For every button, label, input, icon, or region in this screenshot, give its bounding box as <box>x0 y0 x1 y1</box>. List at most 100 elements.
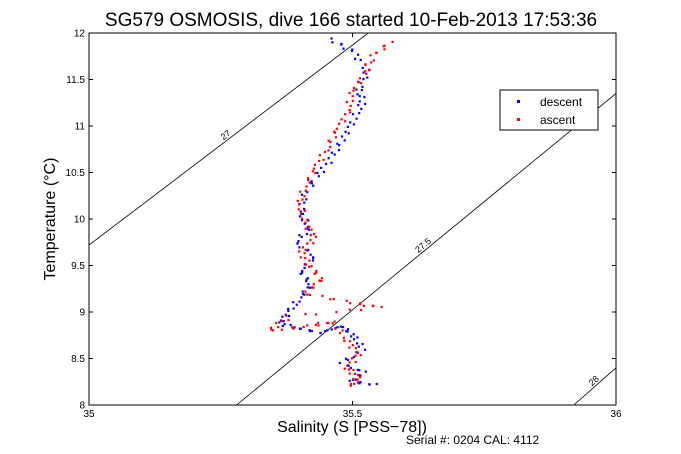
ascent-point <box>359 82 363 85</box>
descent-point <box>308 286 312 289</box>
ascent-point <box>314 172 317 175</box>
ascent-point <box>353 372 357 375</box>
descent-point <box>298 300 301 303</box>
ascent-point <box>309 238 312 242</box>
descent-point <box>289 323 292 327</box>
descent-point <box>287 314 291 318</box>
ascent-point <box>313 272 316 275</box>
ascent-point <box>365 72 368 76</box>
descent-point <box>341 326 345 329</box>
ascent-point <box>356 381 360 384</box>
descent-point <box>282 320 285 323</box>
descent-point <box>319 332 322 335</box>
descent-point <box>337 148 341 152</box>
descent-point <box>361 85 364 88</box>
ascent-point <box>346 364 349 367</box>
descent-point <box>375 382 378 386</box>
descent-point <box>356 53 360 56</box>
descent-point <box>355 342 359 345</box>
ascent-point <box>325 321 329 325</box>
ascent-point <box>351 95 354 98</box>
ascent-point <box>349 384 352 387</box>
descent-point <box>330 161 333 164</box>
descent-point <box>287 307 290 310</box>
ascent-point <box>311 170 314 173</box>
y-tick-label: 10.5 <box>66 168 86 179</box>
descent-point <box>312 184 315 187</box>
ascent-point <box>327 321 330 325</box>
descent-point <box>340 135 344 138</box>
descent-point <box>355 117 358 120</box>
descent-point <box>357 104 360 107</box>
ascent-point <box>367 68 371 71</box>
ascent-point <box>299 256 302 259</box>
ascent-point <box>315 269 318 273</box>
ascent-point <box>333 131 337 134</box>
descent-point <box>307 228 311 231</box>
legend-ascent-label: ascent <box>540 113 576 127</box>
ascent-point <box>315 271 318 274</box>
ascent-point <box>308 259 311 262</box>
x-tick-label: 36 <box>610 409 622 420</box>
ascent-point <box>344 113 347 116</box>
ascent-point <box>309 234 312 237</box>
ascent-point <box>350 357 354 360</box>
ascent-point <box>301 246 305 249</box>
y-tick-label: 9 <box>79 308 85 319</box>
ascent-point <box>362 304 365 307</box>
descent-point <box>358 100 361 103</box>
ascent-point <box>281 320 284 323</box>
descent-point <box>358 369 361 372</box>
descent-point <box>340 43 343 46</box>
ascent-point <box>351 344 354 347</box>
ascent-point <box>317 159 321 162</box>
ascent-point <box>349 111 352 114</box>
descent-point <box>349 121 352 124</box>
ascent-point <box>318 279 321 282</box>
x-axis-ticks: 35 35.5 36 <box>83 33 622 420</box>
ascent-point <box>335 127 338 130</box>
ascent-point <box>312 283 315 286</box>
descent-point <box>297 240 300 243</box>
descent-point <box>308 330 311 333</box>
ascent-point <box>306 324 309 327</box>
descent-point <box>309 253 312 256</box>
descent-point <box>352 123 356 126</box>
ascent-point <box>348 340 352 343</box>
ascent-point <box>307 179 310 182</box>
descent-point <box>351 113 355 116</box>
ascent-point <box>338 331 342 335</box>
serial-calibration-footer: Serial #: 0204 CAL: 4112 <box>406 433 540 447</box>
ascent-point <box>301 198 304 201</box>
descent-point <box>306 249 309 252</box>
ascent-point <box>304 256 307 260</box>
descent-point <box>327 157 330 160</box>
ascent-point <box>311 286 314 289</box>
descent-point <box>287 309 290 313</box>
ascent-point <box>270 328 273 331</box>
ascent-point <box>329 298 332 301</box>
descent-point <box>358 95 361 98</box>
descent-point <box>324 330 327 333</box>
ascent-point <box>285 314 288 317</box>
ascent-point <box>315 313 318 316</box>
ascent-point <box>375 51 378 55</box>
ascent-point <box>364 70 367 73</box>
ascent-point <box>364 63 367 66</box>
ascent-point <box>391 40 394 44</box>
ascent-point <box>306 293 309 296</box>
descent-point <box>333 153 336 156</box>
ascent-point <box>327 139 330 142</box>
ascent-point <box>369 54 372 57</box>
ascent-point <box>352 378 355 381</box>
ascent-point <box>308 225 311 228</box>
plot-area <box>88 32 617 406</box>
ascent-point <box>275 321 278 325</box>
density-contour-28 <box>573 367 616 405</box>
ascent-point <box>316 321 320 324</box>
descent-point <box>310 180 313 183</box>
ascent-point <box>297 208 300 211</box>
ascent-point <box>280 328 283 331</box>
ascent-point <box>306 177 310 180</box>
descent-point <box>346 358 349 362</box>
